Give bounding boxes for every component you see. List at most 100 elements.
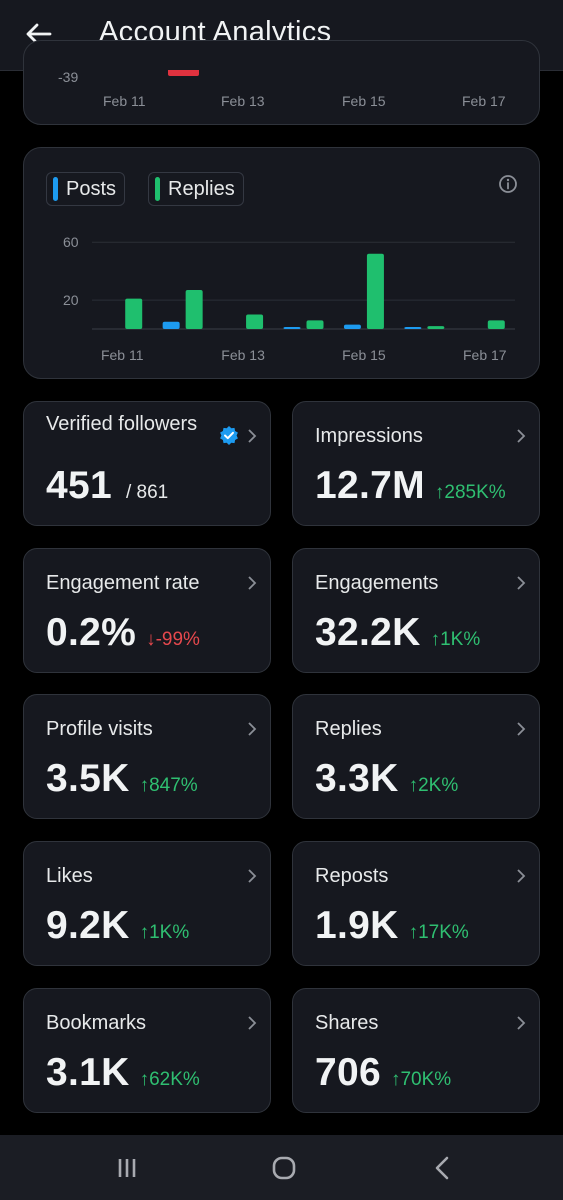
stat-value: 3.3K [315,757,399,800]
stat-card-reposts[interactable]: Reposts 1.9K ↑17K% [292,841,540,966]
stat-value-row: 706 ↑70K% [315,1051,451,1095]
stat-total: / 861 [125,482,169,503]
x-tick-label: Feb 15 [342,93,386,109]
legend-posts[interactable]: Posts [46,172,126,206]
chevron-right-icon [517,1016,526,1030]
home-icon[interactable] [269,1153,299,1183]
x-tick-label: Feb 11 [103,93,146,109]
stat-card-engagements[interactable]: Engagements 32.2K ↑1K% [292,548,540,673]
bar-replies [185,289,203,329]
arrow-up-icon: ↑ [139,922,150,943]
replies-swatch [155,177,160,201]
stat-label: Likes [46,865,93,887]
stat-label: Impressions [315,425,423,447]
x-tick-label: Feb 17 [463,347,507,363]
bar-posts [162,321,180,329]
chevron-right-icon [517,722,526,736]
bar-posts [343,324,361,329]
negative-bar [168,70,199,76]
stat-card-replies[interactable]: Replies 3.3K ↑2K% [292,694,540,819]
legend-replies[interactable]: Replies [148,172,244,206]
stat-change: ↑17K% [408,922,469,943]
stat-change: ↑1K% [430,629,481,650]
stat-change: ↑1K% [139,922,190,943]
stat-change: ↓-99% [146,629,200,650]
arrow-up-icon: ↑ [408,922,419,943]
back-arrow-icon[interactable] [24,20,52,48]
back-icon[interactable] [428,1153,458,1183]
bar-replies [306,320,324,329]
stat-value-row: 12.7M ↑285K% [315,464,506,508]
stat-value: 32.2K [315,611,421,654]
arrow-down-icon: ↓ [146,629,156,650]
arrow-up-icon: ↑ [139,775,150,796]
stat-value: 0.2% [46,611,137,654]
stat-card-verified-followers[interactable]: Verified followers 451 / 861 [23,401,271,526]
stat-label: Profile visits [46,718,153,740]
posts-swatch [53,177,58,201]
stat-card-impressions[interactable]: Impressions 12.7M ↑285K% [292,401,540,526]
stat-value-row: 451 / 861 [46,464,168,508]
bar-replies [246,314,264,329]
chevron-right-icon [248,576,257,590]
arrow-up-icon: ↑ [434,482,445,503]
recent-apps-icon[interactable] [112,1153,142,1183]
bar-replies [125,298,143,329]
x-tick-label: Feb 15 [342,347,386,363]
legend-label: Replies [168,177,235,200]
info-icon[interactable] [498,174,518,194]
chevron-right-icon [517,576,526,590]
stat-card-bookmarks[interactable]: Bookmarks 3.1K ↑62K% [23,988,271,1113]
arrow-up-icon: ↑ [390,1069,401,1090]
chevron-right-icon [517,429,526,443]
stat-value-row: 3.1K ↑62K% [46,1051,200,1095]
chevron-right-icon [517,869,526,883]
stat-card-profile-visits[interactable]: Profile visits 3.5K ↑847% [23,694,271,819]
stat-change: ↑285K% [434,482,506,503]
stat-card-likes[interactable]: Likes 9.2K ↑1K% [23,841,271,966]
stat-value: 12.7M [315,464,425,507]
stat-value-row: 1.9K ↑17K% [315,904,469,948]
bar-posts [404,327,422,329]
chevron-right-icon [248,869,257,883]
stat-change: ↑70K% [390,1069,452,1090]
stat-value-row: 32.2K ↑1K% [315,611,480,655]
posts-replies-chart-card: Posts Replies 60 20 Feb 11 Feb 13 Feb 15 Feb … [23,147,540,379]
bar-replies [366,253,384,329]
bar-posts [283,327,301,329]
stat-value-row: 0.2% ↓-99% [46,611,200,655]
stat-label: Engagements [315,572,439,594]
arrow-up-icon: ↑ [139,1069,150,1090]
bar-replies [427,326,445,329]
stat-change: ↑62K% [139,1069,200,1090]
y-tick-label: -39 [58,69,79,85]
stat-value-row: 3.3K ↑2K% [315,757,458,801]
chevron-right-icon [248,429,257,443]
stat-change: ↑2K% [408,775,459,796]
stat-value: 1.9K [315,904,399,947]
verified-badge-icon [220,426,238,445]
chevron-right-icon [248,1016,257,1030]
stat-card-engagement-rate[interactable]: Engagement rate 0.2% ↓-99% [23,548,271,673]
stat-change: ↑847% [139,775,198,796]
x-tick-label: Feb 17 [462,93,506,109]
stat-value-row: 3.5K ↑847% [46,757,198,801]
stat-value: 3.1K [46,1051,130,1094]
arrow-up-icon: ↑ [430,629,441,650]
chevron-right-icon [248,722,257,736]
net-follower-chart-card: -39 Feb 11 Feb 13 Feb 15 Feb 17 [23,40,540,125]
bar-chart-plot: 60 20 Feb 11 Feb 13 Feb 15 Feb 17 [63,234,515,363]
stat-value: 451 [46,464,112,507]
stat-label: Bookmarks [46,1012,147,1034]
y-tick-label: 20 [63,292,79,308]
arrow-up-icon: ↑ [408,775,419,796]
stat-value: 3.5K [46,757,130,800]
x-tick-label: Feb 13 [221,93,265,109]
legend-label: Posts [66,177,117,200]
stat-label: Shares [315,1012,379,1034]
stat-value: 9.2K [46,904,130,947]
stat-value-row: 9.2K ↑1K% [46,904,189,948]
system-navigation-bar [0,1135,563,1200]
stat-card-shares[interactable]: Shares 706 ↑70K% [292,988,540,1113]
stat-value: 706 [315,1051,381,1094]
